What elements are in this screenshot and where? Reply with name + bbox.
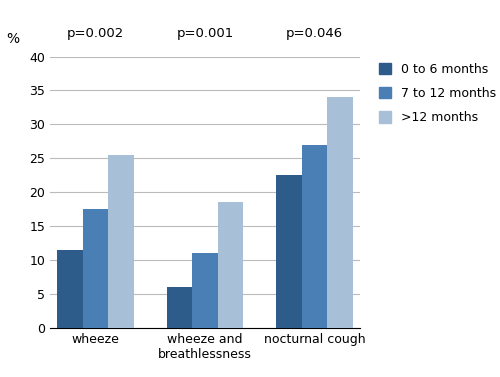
Bar [58, 250, 83, 328]
Bar [166, 287, 192, 328]
Text: p=0.001: p=0.001 [176, 27, 234, 40]
Bar [108, 155, 134, 328]
Bar [83, 209, 108, 328]
Bar [276, 175, 301, 328]
Text: p=0.046: p=0.046 [286, 27, 343, 40]
Text: %: % [6, 32, 20, 46]
Bar [218, 202, 244, 328]
Legend: 0 to 6 months, 7 to 12 months, >12 months: 0 to 6 months, 7 to 12 months, >12 month… [378, 63, 496, 124]
Bar [327, 97, 352, 328]
Bar [302, 145, 327, 328]
Text: p=0.002: p=0.002 [67, 27, 124, 40]
Bar [192, 253, 218, 328]
